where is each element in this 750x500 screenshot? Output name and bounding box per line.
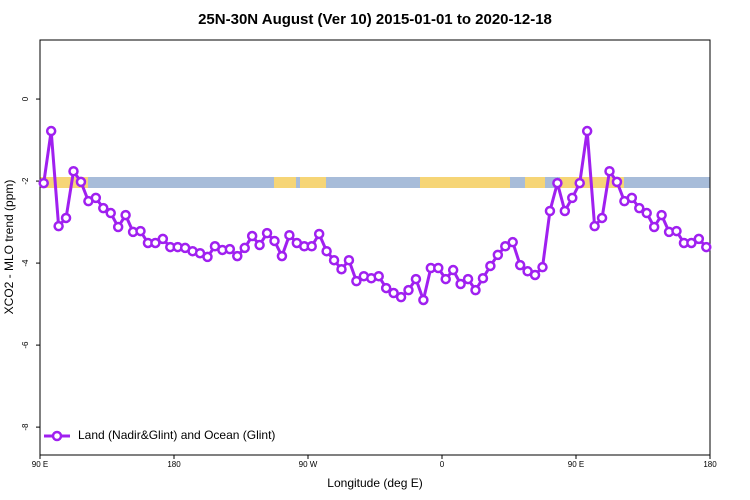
- y-axis-label: XCO2 - MLO trend (ppm): [2, 180, 16, 315]
- point: [254, 239, 265, 251]
- legend-marker: [51, 430, 63, 442]
- y-tick-label: 0: [21, 96, 30, 101]
- point: [514, 259, 526, 271]
- point: [239, 242, 250, 254]
- point: [105, 207, 116, 219]
- point: [485, 260, 496, 272]
- point: [45, 125, 57, 137]
- point: [686, 237, 697, 249]
- point: [567, 192, 578, 204]
- y-tick-label: -8: [21, 423, 30, 431]
- point: [53, 220, 64, 232]
- point: [276, 250, 288, 262]
- point: [38, 177, 49, 189]
- point: [418, 294, 429, 306]
- point: [98, 202, 109, 214]
- land-band: [274, 177, 296, 188]
- point: [581, 125, 593, 137]
- point: [75, 176, 87, 188]
- point: [261, 227, 273, 239]
- point: [380, 282, 392, 294]
- ocean-band: [40, 177, 710, 188]
- plot-frame: [39, 39, 711, 456]
- point: [120, 209, 131, 221]
- point: [388, 287, 399, 299]
- point: [232, 250, 243, 262]
- x-tick-label: 180: [703, 460, 717, 469]
- point: [447, 264, 459, 276]
- point: [336, 263, 347, 275]
- point: [433, 262, 444, 274]
- point: [135, 225, 146, 237]
- point: [269, 235, 280, 247]
- point: [574, 177, 585, 189]
- land-band: [420, 177, 510, 188]
- land-band: [40, 177, 88, 188]
- x-tick-label: 90 E: [32, 460, 48, 469]
- point: [552, 177, 563, 189]
- point: [604, 165, 615, 177]
- point: [150, 237, 161, 249]
- point: [373, 270, 384, 282]
- point: [477, 273, 489, 284]
- point: [455, 278, 466, 290]
- point: [589, 220, 600, 232]
- point: [306, 241, 317, 252]
- point: [343, 254, 355, 266]
- point: [544, 205, 556, 217]
- point: [648, 221, 660, 233]
- point: [112, 221, 124, 233]
- point: [157, 233, 169, 245]
- y-tick-label: -6: [21, 341, 30, 349]
- point: [537, 261, 548, 273]
- point: [611, 176, 623, 188]
- y-tick-label: -4: [21, 259, 30, 267]
- point: [500, 241, 511, 252]
- point: [440, 273, 451, 285]
- point: [671, 225, 682, 237]
- point: [470, 284, 481, 296]
- point: [492, 249, 504, 261]
- point: [68, 165, 79, 177]
- point: [626, 192, 638, 204]
- point: [701, 241, 712, 253]
- chart-title: 25N-30N August (Ver 10) 2015-01-01 to 20…: [198, 11, 552, 28]
- y-tick-label: -2: [21, 177, 30, 185]
- point: [403, 284, 414, 296]
- point: [90, 192, 102, 204]
- point: [462, 273, 474, 285]
- point: [634, 202, 645, 214]
- point: [246, 230, 258, 242]
- point: [351, 275, 362, 287]
- point: [656, 209, 667, 221]
- point: [313, 228, 325, 240]
- x-axis-label: Longitude (deg E): [327, 476, 422, 490]
- point: [693, 233, 705, 245]
- point: [224, 243, 236, 255]
- x-tick-label: 0: [440, 460, 445, 469]
- point: [559, 205, 571, 217]
- point: [529, 269, 541, 281]
- point: [641, 207, 652, 219]
- point: [395, 291, 407, 303]
- legend-label: Land (Nadir&Glint) and Ocean (Glint): [78, 428, 275, 442]
- land-band: [300, 177, 326, 188]
- x-tick-label: 90 W: [299, 460, 318, 469]
- point: [410, 273, 422, 285]
- point: [328, 254, 340, 266]
- x-tick-label: 90 E: [568, 460, 584, 469]
- point: [596, 212, 608, 224]
- point: [321, 245, 332, 257]
- point: [60, 212, 72, 224]
- x-tick-label: 180: [167, 460, 181, 469]
- point: [507, 236, 518, 248]
- point: [202, 251, 213, 263]
- land-band: [525, 177, 545, 188]
- point: [284, 229, 295, 241]
